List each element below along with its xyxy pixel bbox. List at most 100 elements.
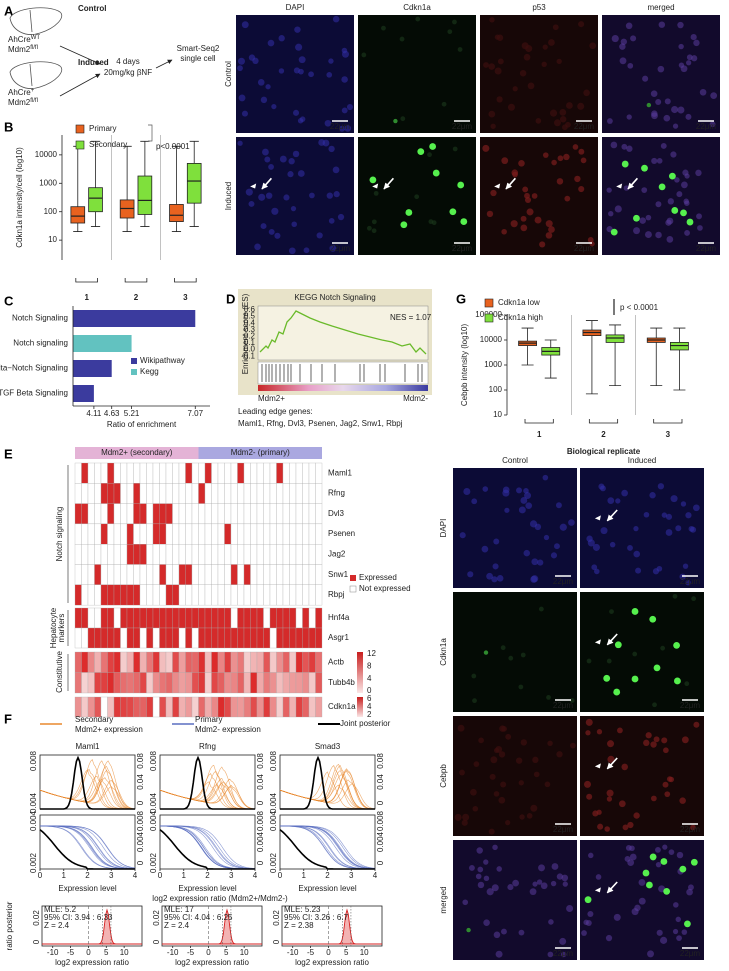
nucleus [663,747,669,754]
heatmap-cell [243,564,251,585]
heatmap-cell [165,544,173,565]
heatmap-cell [224,672,232,694]
heatmap-cell [81,651,89,673]
bracket [75,278,98,283]
genotype: Mdm2fl/fl [8,98,38,108]
heatmap-cell [172,483,180,504]
nucleus [596,809,602,815]
heatmap-cell [263,523,271,545]
heatmap-cell [256,523,264,545]
x-tick-label: 3 [229,871,234,880]
nucleus [696,213,702,220]
genotype-sup: fl/fl [30,98,38,104]
x-tick-label: 2 [325,871,330,880]
y-tick-label: 0.004 [149,810,158,831]
group-bar [75,447,199,459]
x-tick-label: 4 [373,871,378,880]
heatmap-cell [74,523,82,545]
nucleus [625,22,633,30]
y-tick-label: 10000 [35,150,58,159]
nucleus [621,143,628,150]
gene-label: Psenen [328,529,355,538]
positive-nucleus [653,664,661,672]
heatmap-cell [295,544,303,565]
x-tick-label: 5 [344,948,349,957]
arrow [383,177,394,190]
nucleus [262,148,269,156]
heatmap-cell [139,544,147,565]
heatmap-cell [191,672,199,694]
heatmap-cell [165,651,173,673]
heatmap-cell [178,672,186,694]
nucleus [265,192,273,199]
heatmap-cell [191,584,199,606]
heatmap-cell [81,564,89,585]
heatmap-cell [269,584,277,606]
positive-nucleus [460,218,468,225]
heatmap-cell [256,462,264,484]
nucleus [271,207,279,215]
legend-label: Mdm2- expression [195,725,261,734]
heatmap-cell [315,523,323,545]
x-axis-label: Ratio of enrichment [107,420,177,429]
scale-bar-label: 22μm [680,949,701,958]
nucleus [329,244,337,252]
nucleus [635,567,642,574]
nucleus [675,525,682,532]
end-label: Mdm2+ [258,394,285,403]
method: Smart-Seq2 [177,44,220,53]
heatmap-cell [74,503,82,525]
heatmap-cell [315,696,323,718]
nucleus [499,725,506,732]
positive-nucleus [449,208,457,216]
nucleus [627,62,634,69]
heatmap-cell [185,544,193,565]
nucleus [597,823,604,830]
row-label: Cdkn1a [439,638,448,666]
treatment: 20mg/kg βNF [104,68,152,77]
nucleus [618,800,626,808]
arrowhead [594,515,601,521]
heatmap-cell [217,544,225,565]
heatmap-cell [302,544,310,565]
x-tick-label: 10 [360,948,369,957]
nucleus [677,21,684,29]
nucleus [520,224,528,232]
scale-bar-label: 22μm [696,122,717,131]
nucleus [309,192,315,199]
nucleus [556,751,563,758]
y-tick-label: 0.008 [29,750,38,771]
rank-strip [258,385,428,391]
legend-swatch [131,358,137,364]
nucleus [488,110,496,118]
nucleus [473,761,480,767]
heatmap-cell [211,544,219,565]
nucleus [666,776,673,782]
nucleus [260,223,267,230]
nucleus [581,930,587,936]
heatmap-cell [217,503,225,525]
nucleus [629,853,637,861]
heatmap-cell [302,607,310,629]
nucleus [592,543,600,551]
nucleus [622,824,629,831]
nucleus [237,65,243,72]
heatmap-cell [133,651,141,673]
heatmap-cell [139,523,147,545]
nucleus [332,15,340,23]
heatmap-cell [74,672,82,694]
heatmap-cell [308,503,316,525]
y-tick-label: 0.002 [269,852,278,873]
positive-nucleus [584,896,592,904]
heatmap-cell [198,651,206,673]
arrow [606,509,618,522]
heatmap-cell [295,651,303,673]
heatmap-cell [204,462,212,484]
nucleus [606,789,614,797]
nucleus [471,673,477,679]
legend-swatch [131,369,137,375]
liver-icon [9,61,63,89]
heatmap-cell [198,564,206,585]
heatmap-cell [308,651,316,673]
nucleus [371,219,377,225]
